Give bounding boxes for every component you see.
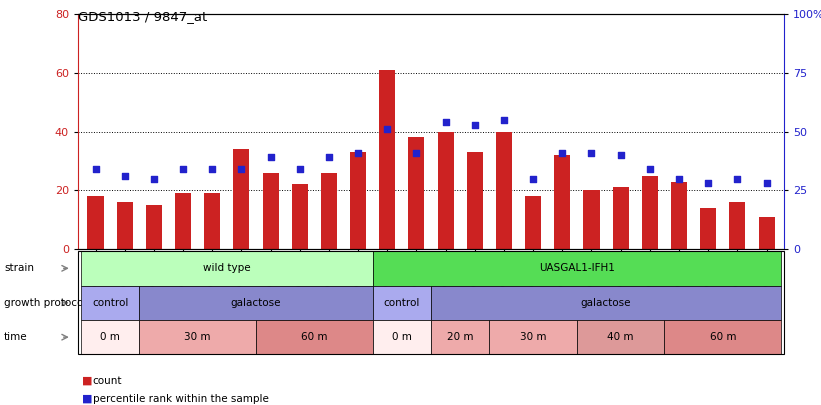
Point [672,175,686,182]
Point [381,126,394,132]
Text: time: time [4,332,28,342]
Point [89,166,102,173]
Bar [612,188,629,249]
Text: 30 m: 30 m [185,332,211,342]
Bar [379,70,395,249]
Text: galactose: galactose [231,298,282,308]
Text: 40 m: 40 m [608,332,634,342]
Point [410,149,423,156]
Text: ■: ■ [82,394,93,404]
Text: strain: strain [4,263,34,273]
Text: wild type: wild type [203,263,250,273]
Text: control: control [92,298,128,308]
Point [147,175,160,182]
Bar [408,138,424,249]
Bar [642,176,658,249]
Text: control: control [383,298,420,308]
Point [556,149,569,156]
Point [614,152,627,158]
Text: ■: ■ [82,376,93,386]
Bar [438,132,454,249]
Text: 60 m: 60 m [709,332,736,342]
Text: percentile rank within the sample: percentile rank within the sample [93,394,268,404]
Bar [204,193,220,249]
Bar [291,185,308,249]
Bar [321,173,337,249]
Point [760,180,773,187]
Bar [467,152,483,249]
Point [644,166,657,173]
Bar [700,208,716,249]
Text: 30 m: 30 m [520,332,547,342]
Point [205,166,218,173]
Text: 0 m: 0 m [100,332,120,342]
Text: UASGAL1-IFH1: UASGAL1-IFH1 [539,263,615,273]
Text: GDS1013 / 9847_at: GDS1013 / 9847_at [78,10,207,23]
Point [702,180,715,187]
Bar [496,132,512,249]
Point [323,154,336,161]
Bar [350,152,366,249]
Bar [584,190,599,249]
Text: growth protocol: growth protocol [4,298,86,308]
Point [235,166,248,173]
Text: 20 m: 20 m [447,332,474,342]
Bar [233,149,250,249]
Bar [525,196,541,249]
Point [468,122,481,128]
Text: galactose: galactose [580,298,631,308]
Bar [729,202,745,249]
Text: count: count [93,376,122,386]
Bar [146,205,162,249]
Point [498,117,511,123]
Bar [175,193,191,249]
Bar [117,202,133,249]
Point [439,119,452,126]
Point [351,149,365,156]
Bar [759,217,774,249]
Point [526,175,539,182]
Point [585,149,598,156]
Bar [88,196,103,249]
Point [118,173,131,179]
Bar [263,173,278,249]
Bar [554,155,571,249]
Point [177,166,190,173]
Point [264,154,277,161]
Text: 0 m: 0 m [392,332,412,342]
Point [731,175,744,182]
Point [293,166,306,173]
Text: 60 m: 60 m [301,332,328,342]
Bar [671,181,687,249]
